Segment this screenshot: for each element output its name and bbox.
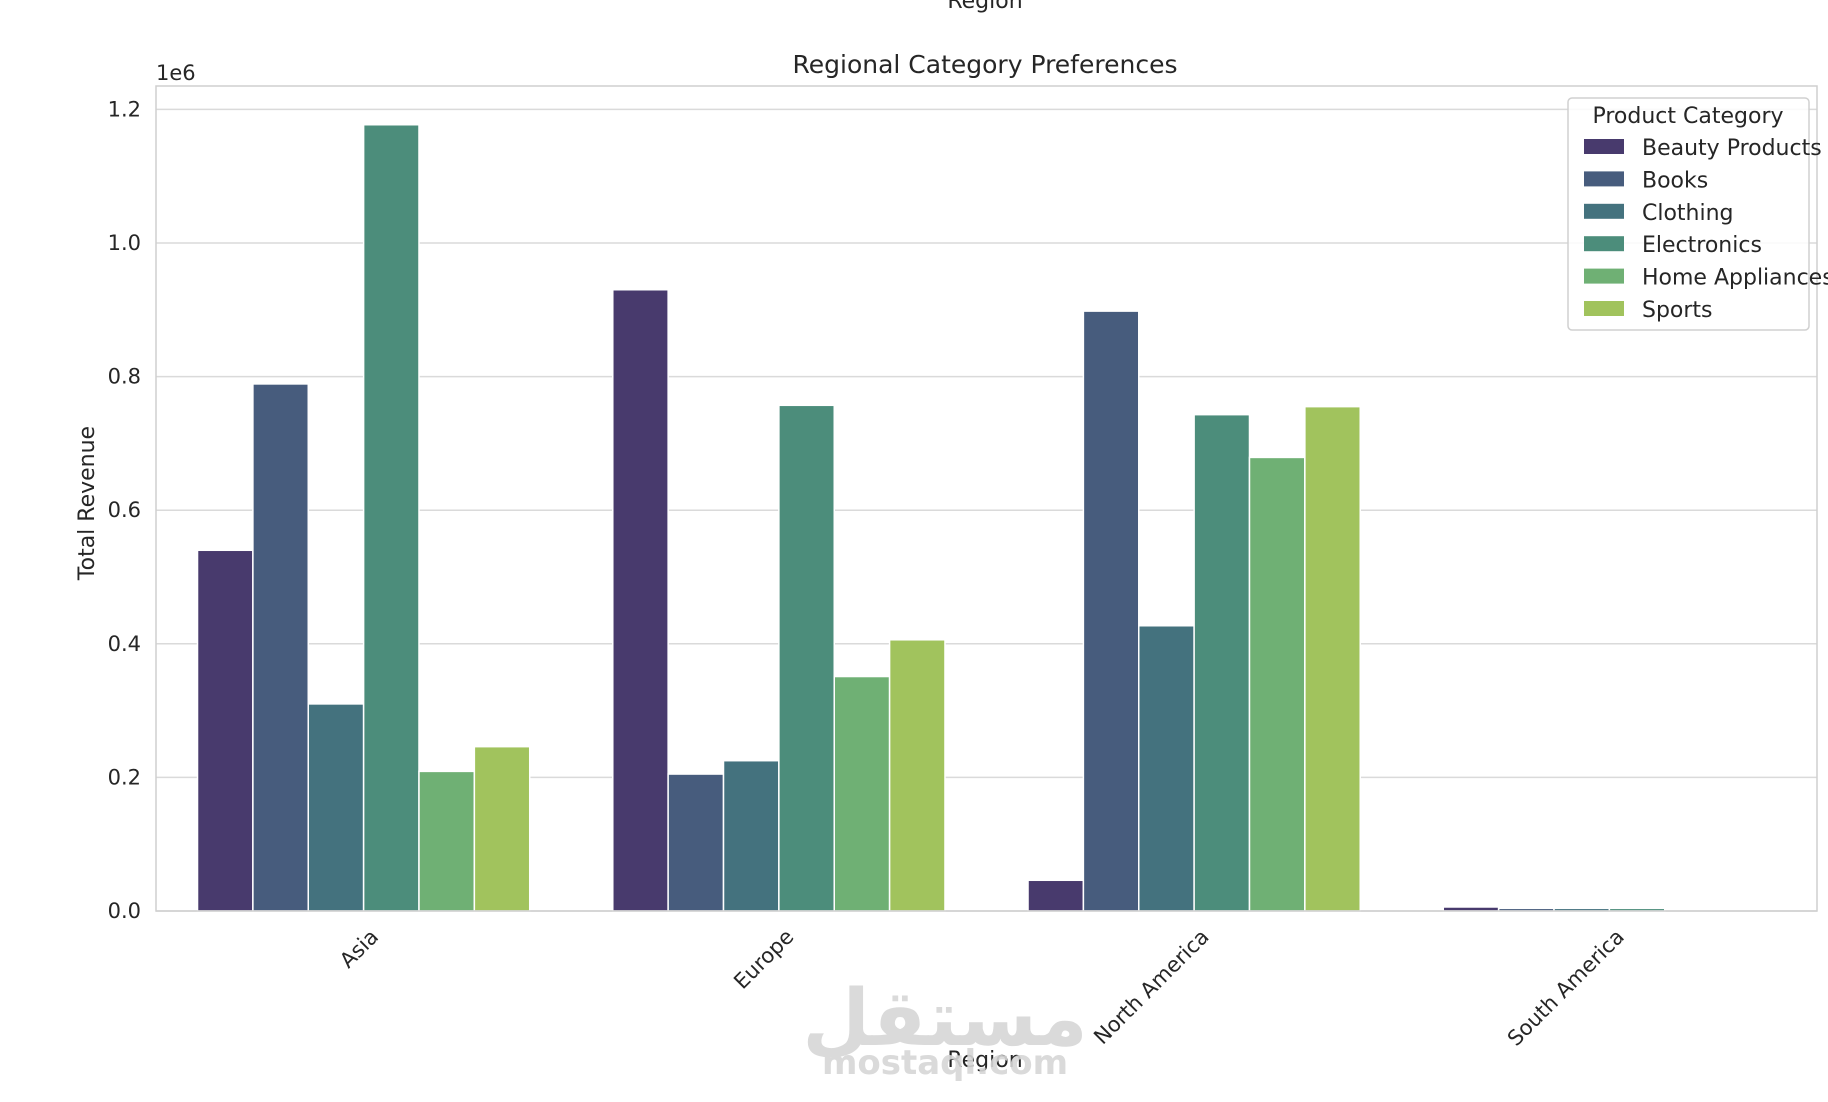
bar: [722, 759, 780, 912]
legend-swatch: [1584, 171, 1624, 187]
bar: [1248, 456, 1306, 912]
legend-entry: Beauty Products: [1642, 136, 1822, 161]
bar: [1304, 405, 1361, 912]
legend-swatch: [1584, 301, 1624, 316]
x-axis-label: Region: [947, 1048, 1022, 1073]
y-axis-offset-text: 1e6: [156, 61, 196, 85]
y-tick-labels: 0.0 0.2 0.4 0.6 0.8 1.0 1.2: [108, 97, 141, 923]
bar: [1193, 413, 1251, 912]
y-tick-label: 1.0: [108, 231, 141, 255]
watermark-logo: مستقل mostaql.com: [802, 974, 1087, 1083]
watermark-latin: mostaql.com: [822, 1043, 1068, 1083]
legend-swatch: [1584, 139, 1624, 154]
bars: [196, 123, 1666, 912]
y-tick-label: 0.0: [108, 899, 141, 923]
legend-entry: Home Appliances: [1642, 266, 1828, 291]
y-tick-label: 0.2: [108, 765, 141, 789]
bar: [1027, 879, 1085, 912]
y-tick-label: 0.4: [108, 632, 141, 656]
legend-entry: Sports: [1642, 298, 1713, 323]
bar: [612, 288, 669, 912]
y-axis-label: Total Revenue: [75, 426, 100, 581]
bar: [833, 675, 891, 912]
bar: [307, 703, 365, 912]
bar: [888, 639, 946, 912]
x-tick-label: South America: [1503, 925, 1629, 1051]
bar: [1138, 625, 1195, 912]
bar: [1082, 310, 1140, 912]
bar: [778, 404, 835, 912]
y-tick-label: 1.2: [108, 97, 141, 121]
bar: [252, 383, 310, 912]
plot-frame: [155, 85, 1818, 912]
bar: [196, 549, 254, 912]
x-tick-label: Europe: [729, 925, 798, 994]
legend: Product Category Beauty Products Books Clo…: [1567, 97, 1828, 331]
legend-title: Product Category: [1592, 104, 1783, 129]
y-tick-label: 0.6: [108, 498, 141, 522]
legend-swatch: [1584, 268, 1624, 284]
legend-swatch: [1584, 236, 1624, 252]
x-tick-label: North America: [1089, 925, 1213, 1049]
x-tick-label: Asia: [335, 925, 383, 973]
clipped-axis-label: Region: [947, 0, 1022, 14]
chart-title: Regional Category Preferences: [793, 50, 1178, 79]
legend-box: [1567, 97, 1810, 331]
bar: [667, 773, 725, 912]
legend-swatch: [1584, 203, 1624, 219]
legend-entry: Electronics: [1642, 233, 1762, 258]
watermark-arabic: مستقل: [802, 974, 1087, 1064]
bar: [418, 770, 476, 912]
legend-entry: Books: [1642, 168, 1708, 193]
legend-items: Beauty Products Books Clothing Electronics H…: [1584, 136, 1828, 323]
bar: [362, 123, 420, 912]
bar: [473, 745, 531, 912]
y-tick-label: 0.8: [108, 365, 141, 389]
legend-entry: Clothing: [1642, 201, 1734, 226]
